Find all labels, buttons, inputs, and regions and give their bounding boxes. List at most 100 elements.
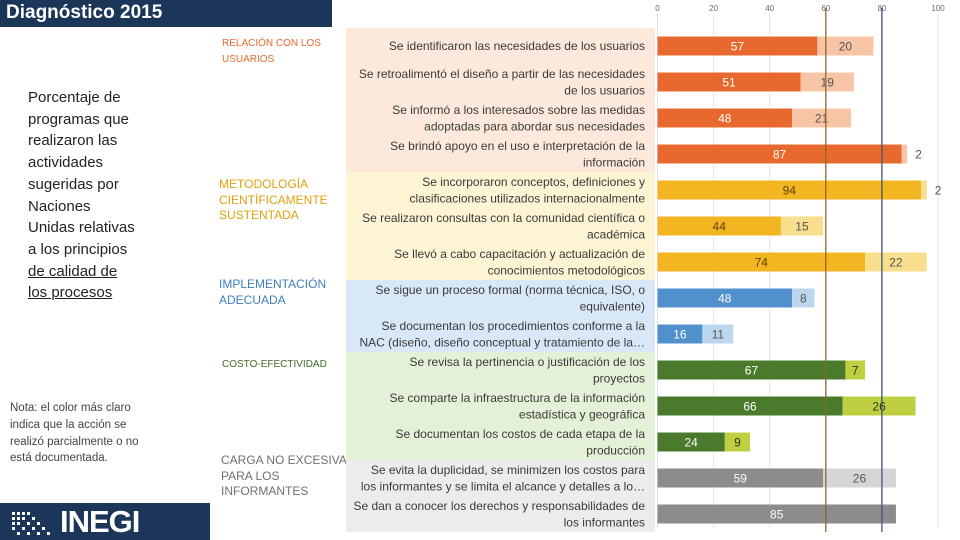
bar-value-label: 21 [815, 112, 829, 126]
bar-value-label: 44 [713, 220, 727, 234]
row-label: Se llevó a cabo capacitación y actualiza… [394, 247, 645, 261]
bar-value-label: 67 [745, 364, 759, 378]
bar-value-label: 51 [722, 76, 736, 90]
bar-documented [657, 216, 781, 236]
bar-partial [901, 144, 908, 164]
bar-value-label: 11 [712, 328, 725, 342]
bar-partial [817, 36, 874, 56]
description-line: los procesos [28, 284, 113, 302]
bar-partial [921, 180, 927, 200]
category-label-usuarios: RELACIÓN CON LOS USUARIOS [222, 38, 321, 65]
row-label: proyectos [593, 371, 645, 385]
category-band [346, 280, 655, 352]
bar-value-label: 66 [743, 400, 757, 414]
bar-value-label: 2 [915, 148, 922, 162]
bar-partial [845, 360, 866, 380]
bar-documented [657, 108, 793, 128]
row-label: Se informó a los interesados sobre las m… [392, 103, 645, 117]
x-tick-label: 100 [931, 4, 945, 13]
row-label: Se documentan los procedimientos conform… [382, 319, 646, 333]
bar-documented [657, 288, 793, 308]
bar-documented [657, 504, 896, 524]
bar-value-label: 22 [889, 256, 903, 270]
row-label: producción [586, 443, 645, 457]
bar-value-label: 15 [795, 220, 809, 234]
row-label: de los usuarios [564, 83, 645, 97]
row-label: Se revisa la pertinencia o justificación… [410, 355, 645, 369]
row-label: Se sigue un proceso formal (norma técnic… [376, 283, 646, 297]
bar-value-label: 48 [718, 292, 732, 306]
description-line: actividades [28, 154, 104, 172]
category-label-implementacion: IMPLEMENTACIÓN ADECUADA [219, 277, 327, 307]
x-tick-label: 0 [655, 4, 660, 13]
x-tick-label: 20 [709, 4, 718, 13]
row-label: adoptadas para abordar sus necesidades [424, 119, 645, 133]
bar-partial [780, 216, 823, 236]
description-line: Naciones [28, 197, 91, 215]
bar-documented [657, 144, 902, 164]
bar-value-label: 87 [773, 148, 787, 162]
row-label: los informantes y se limita el alcance y… [361, 479, 645, 493]
bar-documented [657, 468, 823, 488]
row-label: los informantes [564, 515, 645, 529]
row-label: NAC (diseño, diseño conceptual y tratami… [360, 335, 646, 349]
bar-value-label: 20 [839, 40, 853, 54]
bar-documented [657, 324, 703, 344]
inegi-emblem-icon [12, 512, 50, 535]
category-label-costo: COSTO-EFECTIVIDAD [222, 359, 327, 370]
bar-partial [792, 108, 852, 128]
row-label: Se retroalimentó el diseño a partir de l… [359, 67, 645, 81]
bar-value-label: 2 [935, 184, 942, 198]
category-band [346, 28, 655, 172]
bar-documented [657, 252, 866, 272]
description-line: sugeridas por [28, 175, 119, 193]
row-label: equivalente) [580, 299, 645, 313]
bar-value-label: 16 [673, 328, 687, 342]
bar-value-label: 94 [783, 184, 797, 198]
bar-partial [842, 396, 916, 416]
bar-documented [657, 72, 801, 92]
row-label: Se identificaron las necesidades de los … [389, 39, 645, 53]
bar-value-label: 59 [734, 472, 748, 486]
description-line: de calidad de [28, 262, 118, 280]
category-label-carga: CARGA NO EXCESIVA PARA LOS INFORMANTES [221, 453, 347, 499]
bar-documented [657, 432, 725, 452]
bar-value-label: 26 [853, 472, 867, 486]
category-band [346, 172, 655, 280]
description-line: Unidas relativas [28, 219, 135, 237]
row-label: información [583, 155, 645, 169]
bar-partial [800, 72, 854, 92]
logo-text: INEGI [60, 504, 140, 539]
bar-value-label: 24 [684, 436, 698, 450]
bar-documented [657, 360, 846, 380]
x-tick-label: 40 [765, 4, 774, 13]
description-line: Porcentaje de [28, 89, 121, 106]
bar-documented [657, 396, 843, 416]
description-line: a los principios [28, 240, 128, 258]
category-band [346, 352, 655, 460]
bar-value-label: 74 [755, 256, 769, 270]
row-label: Se documentan los costos de cada etapa d… [395, 427, 645, 441]
bar-value-label: 7 [852, 364, 859, 378]
bar-documented [657, 180, 922, 200]
row-label: conocimientos metodológicos [488, 263, 645, 277]
chart-description: Porcentaje de programas que realizaron l… [28, 87, 158, 304]
row-label: estadística y geográfica [519, 407, 645, 421]
inegi-logo: INEGI [0, 503, 210, 540]
bar-partial [702, 324, 734, 344]
title-bar: Diagnóstico 2015 [0, 0, 332, 27]
row-label: Se brindó apoyo en el uso e interpretaci… [390, 139, 645, 153]
bar-value-label: 57 [731, 40, 745, 54]
bar-documented [657, 36, 818, 56]
bar-partial [822, 468, 896, 488]
description-line: programas que [28, 110, 129, 128]
bar-partial [724, 432, 751, 452]
row-label: Se realizaron consultas con la comunidad… [362, 211, 645, 225]
bar-value-label: 85 [770, 508, 784, 522]
bar-value-label: 48 [718, 112, 732, 126]
bar-value-label: 9 [734, 436, 741, 450]
row-label: académica [587, 227, 645, 241]
bar-value-label: 26 [872, 400, 886, 414]
page-title: Diagnóstico 2015 [6, 2, 163, 23]
bar-value-label: 8 [800, 292, 807, 306]
